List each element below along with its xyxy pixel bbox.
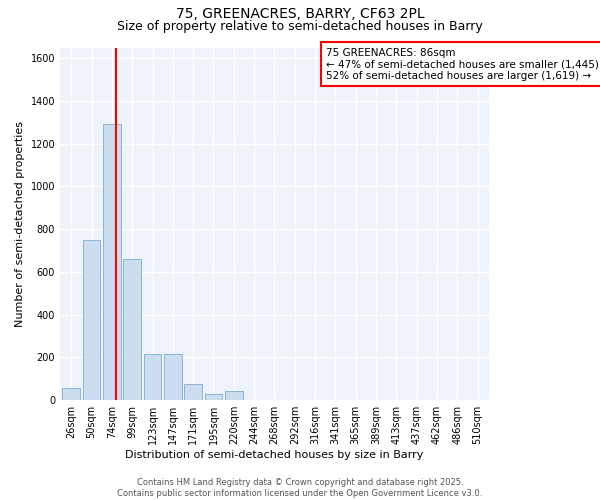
Bar — [205, 394, 223, 400]
Bar — [225, 390, 243, 400]
Text: 75 GREENACRES: 86sqm
← 47% of semi-detached houses are smaller (1,445)
52% of se: 75 GREENACRES: 86sqm ← 47% of semi-detac… — [326, 48, 599, 80]
Text: 75, GREENACRES, BARRY, CF63 2PL: 75, GREENACRES, BARRY, CF63 2PL — [176, 8, 424, 22]
Bar — [184, 384, 202, 400]
Bar — [143, 354, 161, 400]
Text: Contains HM Land Registry data © Crown copyright and database right 2025.
Contai: Contains HM Land Registry data © Crown c… — [118, 478, 482, 498]
Text: Size of property relative to semi-detached houses in Barry: Size of property relative to semi-detach… — [117, 20, 483, 33]
Bar — [123, 259, 141, 400]
Bar — [83, 240, 100, 400]
Bar — [62, 388, 80, 400]
Y-axis label: Number of semi-detached properties: Number of semi-detached properties — [15, 121, 25, 327]
X-axis label: Distribution of semi-detached houses by size in Barry: Distribution of semi-detached houses by … — [125, 450, 424, 460]
Bar — [103, 124, 121, 400]
Bar — [164, 354, 182, 400]
